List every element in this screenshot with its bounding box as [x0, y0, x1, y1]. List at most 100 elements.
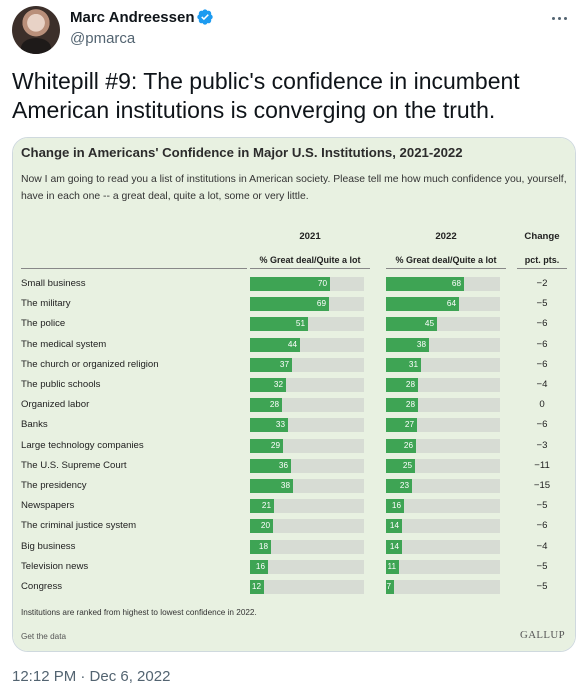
- bar-value-label: 16: [391, 501, 401, 510]
- category-label: Television news: [21, 561, 89, 572]
- tweet-text: Whitepill #9: The public's confidence in…: [12, 68, 520, 123]
- change-value: −6: [536, 318, 548, 329]
- category-label: Organized labor: [21, 399, 90, 410]
- bar-2022: [386, 338, 429, 352]
- change-value: −5: [536, 581, 548, 592]
- bar-value-label: 12: [251, 582, 261, 591]
- bar-value-label: 20: [260, 521, 270, 530]
- bar-2022: [386, 519, 402, 533]
- bar-value-label: 27: [404, 420, 414, 429]
- bar-value-label: 7: [386, 582, 391, 591]
- bar-value-label: 51: [295, 319, 305, 328]
- change-value: 0: [539, 399, 545, 410]
- column-subheader-change: pct. pts.: [524, 255, 560, 265]
- change-value: −6: [536, 359, 548, 370]
- bar-track: [250, 519, 364, 533]
- column-subheader-2022: % Great deal/Quite a lot: [395, 255, 497, 265]
- header-divider: [21, 268, 247, 269]
- bar-value-label: 31: [408, 360, 418, 369]
- bar-value-label: 33: [275, 420, 285, 429]
- bar-value-label: 32: [273, 380, 283, 389]
- bar-value-label: 37: [279, 360, 289, 369]
- category-label: Congress: [21, 581, 63, 592]
- bar-track: [250, 540, 364, 554]
- more-options-icon[interactable]: [548, 8, 570, 28]
- header-divider: [386, 268, 506, 269]
- bar-track: [386, 540, 500, 554]
- category-label: Newspapers: [21, 500, 75, 511]
- category-label: The presidency: [21, 480, 87, 491]
- chart-card[interactable]: Change in Americans' Confidence in Major…: [12, 137, 576, 652]
- gallup-logo: GALLUP: [520, 629, 565, 641]
- category-label: Large technology companies: [21, 440, 144, 451]
- bar-2021: [250, 540, 271, 554]
- column-header-change: Change: [524, 231, 560, 242]
- bar-2022: [386, 418, 417, 432]
- header-divider: [517, 268, 567, 269]
- bar-value-label: 28: [405, 380, 415, 389]
- bar-value-label: 29: [270, 441, 280, 450]
- user-handle[interactable]: @pmarca: [70, 30, 136, 47]
- column-subheader-2021: % Great deal/Quite a lot: [259, 255, 361, 265]
- chart-footnote: Institutions are ranked from highest to …: [21, 608, 257, 617]
- bar-track: [386, 580, 500, 594]
- category-label: The military: [21, 298, 71, 309]
- bar-2021: [250, 439, 283, 453]
- bar-value-label: 11: [387, 562, 397, 571]
- user-display-name[interactable]: Marc Andreessen: [70, 9, 195, 26]
- category-label: The criminal justice system: [21, 520, 137, 531]
- bar-2022: [386, 499, 404, 513]
- bar-2021: [250, 398, 282, 412]
- bar-2022: [386, 277, 464, 291]
- bar-2022: [386, 358, 421, 372]
- bar-track: [386, 479, 500, 493]
- bar-value-label: 28: [269, 400, 279, 409]
- bar-2021: [250, 277, 330, 291]
- bar-2021: [250, 338, 300, 352]
- bar-value-label: 28: [405, 400, 415, 409]
- chart-subtitle: Now I am going to read you a list of ins…: [21, 174, 567, 202]
- change-value: −4: [536, 541, 548, 552]
- bar-2021: [250, 580, 264, 594]
- change-value: −4: [536, 379, 548, 390]
- bar-2021: [250, 560, 268, 574]
- avatar[interactable]: [12, 6, 60, 54]
- bar-track: [250, 499, 364, 513]
- bar-2022: [386, 439, 416, 453]
- bar-value-label: 14: [389, 542, 399, 551]
- change-value: −3: [536, 440, 548, 451]
- change-value: −5: [536, 500, 548, 511]
- category-label: The medical system: [21, 339, 107, 350]
- change-value: −6: [536, 520, 548, 531]
- bar-2022: [386, 378, 418, 392]
- bar-value-label: 18: [258, 542, 268, 551]
- gallup-chart: Change in Americans' Confidence in Major…: [13, 138, 575, 651]
- bar-2021: [250, 317, 308, 331]
- category-label: Small business: [21, 278, 86, 289]
- bar-value-label: 26: [403, 441, 413, 450]
- bar-2021: [250, 499, 274, 513]
- get-the-data-link[interactable]: Get the data: [21, 632, 67, 641]
- change-value: −5: [536, 298, 548, 309]
- bar-2021: [250, 479, 293, 493]
- bar-value-label: 36: [278, 461, 288, 470]
- tweet-timestamp[interactable]: 12:12 PM · Dec 6, 2022: [12, 668, 171, 685]
- bar-2022: [386, 479, 412, 493]
- bar-value-label: 44: [287, 340, 297, 349]
- header-divider: [250, 268, 370, 269]
- bar-track: [386, 499, 500, 513]
- category-label: Big business: [21, 541, 76, 552]
- bar-2022: [386, 398, 418, 412]
- change-value: −11: [534, 460, 550, 471]
- bar-track: [386, 519, 500, 533]
- category-label: Banks: [21, 419, 48, 430]
- column-header-2022: 2022: [435, 231, 457, 242]
- bar-2021: [250, 519, 273, 533]
- bar-2021: [250, 418, 288, 432]
- bar-value-label: 69: [316, 299, 326, 308]
- bar-2022: [386, 317, 437, 331]
- category-label: The police: [21, 318, 66, 329]
- bar-2021: [250, 378, 286, 392]
- change-value: −15: [533, 480, 551, 491]
- bar-track: [386, 560, 500, 574]
